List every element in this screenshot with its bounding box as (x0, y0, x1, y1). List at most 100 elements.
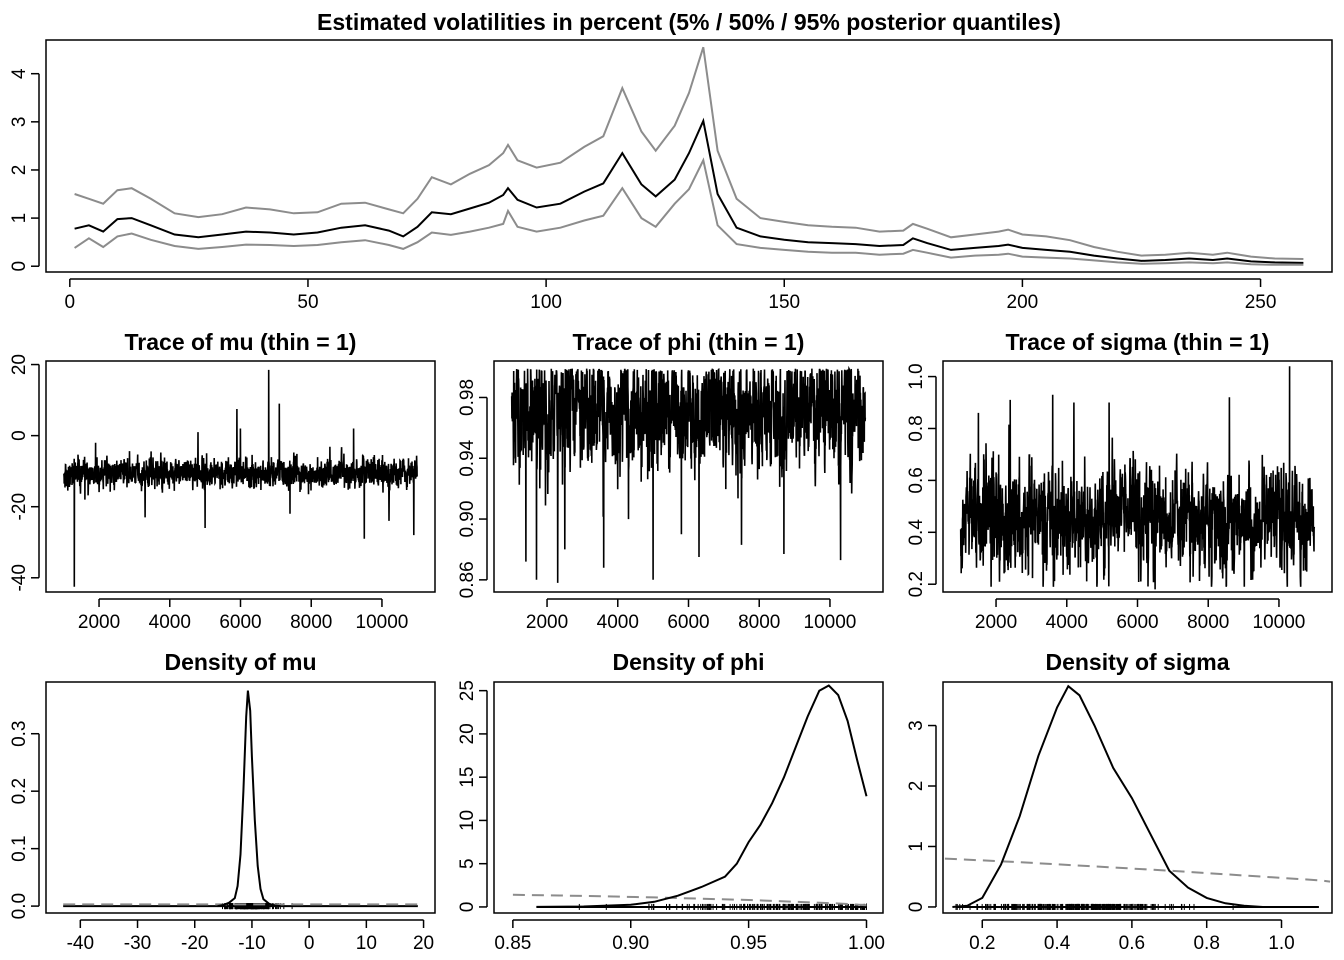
plot-area (512, 684, 868, 910)
chart-title: Trace of mu (thin = 1) (125, 329, 357, 355)
panel-density_mu: Density of mu-40 -30 -20 -10 0 10 200.00.10.20… (9, 649, 436, 954)
x-tick-label: -20 (181, 933, 208, 954)
y-tick-label: 0 (9, 430, 30, 441)
x-axis: 2000 4000 6000 8000 10000 (78, 598, 409, 633)
y-tick-label: 0.1 (9, 835, 30, 861)
x-axis: 0 50 100 150 200 250 (65, 278, 1276, 313)
x-tick-label: 0.4 (1044, 933, 1071, 954)
y-tick-label: 3 (9, 117, 30, 128)
upper-quantile-line (74, 46, 1304, 260)
chart-title: Estimated volatilities in percent (5% / … (317, 9, 1061, 35)
x-tick-label: 6000 (667, 612, 709, 633)
y-tick-label: 4 (9, 68, 30, 79)
y-tick-label: 2 (906, 781, 927, 792)
y-tick-label: 0 (457, 902, 478, 913)
x-tick-label: 6000 (1116, 612, 1158, 633)
y-tick-label: 1 (906, 841, 927, 852)
y-axis: 0 1 2 3 (906, 720, 937, 913)
y-tick-label: 0.0 (9, 893, 30, 919)
x-tick-label: 0.90 (612, 933, 649, 954)
x-tick-label: -40 (67, 933, 94, 954)
x-tick-label: 0.2 (969, 933, 995, 954)
panel-trace_sigma: Trace of sigma (thin = 1) 2000 4000 6000 800… (906, 329, 1333, 633)
plot-area (74, 46, 1304, 266)
y-tick-label: 20 (457, 723, 478, 744)
x-tick-label: 2000 (78, 612, 120, 633)
y-tick-label: 0.4 (906, 519, 927, 546)
x-tick-label: 8000 (290, 612, 332, 633)
panel-trace_mu: Trace of mu (thin = 1) 2000 4000 6000 8000 10… (9, 329, 436, 633)
y-tick-label: 20 (9, 354, 30, 375)
y-tick-label: 0.3 (9, 721, 30, 747)
y-tick-label: 0.6 (906, 467, 927, 493)
chart-title: Density of mu (164, 649, 316, 675)
plot-frame (45, 681, 436, 914)
y-tick-label: 5 (457, 858, 478, 869)
y-axis: 0 5 10 15 20 25 (457, 680, 488, 913)
x-tick-label: 20 (413, 933, 434, 954)
y-axis: -40 -20 0 20 (9, 354, 40, 592)
y-axis: 0.86 0.90 0.94 0.98 (457, 379, 488, 598)
x-axis: -40 -30 -20 -10 0 10 20 (67, 919, 434, 954)
y-tick-label: 15 (457, 767, 478, 788)
x-tick-label: 2000 (975, 612, 1017, 633)
posterior-density-line (217, 690, 281, 908)
y-tick-label: 2 (9, 165, 30, 176)
y-tick-label: 0 (906, 902, 927, 913)
x-tick-label: 10 (356, 933, 377, 954)
panel-volatility: Estimated volatilities in percent (5% / … (9, 9, 1333, 313)
y-axis: 0 1 2 3 4 (9, 68, 40, 272)
x-tick-label: 8000 (1187, 612, 1229, 633)
prior-density-line (512, 893, 867, 907)
panel-trace_phi: Trace of phi (thin = 1) 2000 4000 6000 8000 1… (457, 329, 884, 633)
plot-frame (45, 39, 1333, 273)
trace-line (63, 369, 419, 587)
plot-area (510, 365, 867, 583)
plot-frame (942, 360, 1333, 593)
x-tick-label: 0.8 (1193, 933, 1219, 954)
x-tick-label: 100 (530, 292, 562, 313)
x-axis: 2000 4000 6000 8000 10000 (526, 598, 856, 633)
y-axis: 0.2 0.4 0.6 0.8 1.0 (906, 363, 937, 597)
y-tick-label: -20 (9, 493, 30, 520)
panel-density_sigma: Density of sigma 0.2 0.4 0.6 0.8 1.0 0 1 2 3 (906, 649, 1333, 954)
x-tick-label: 10000 (356, 612, 409, 633)
plot-area (63, 369, 419, 587)
x-tick-label: 0 (65, 292, 76, 313)
x-tick-label: -10 (238, 933, 265, 954)
x-tick-label: 4000 (1046, 612, 1088, 633)
y-tick-label: 3 (906, 720, 927, 731)
x-tick-label: 150 (768, 292, 800, 313)
x-tick-label: 0.95 (730, 933, 767, 954)
y-tick-label: 0.90 (457, 501, 478, 538)
trace-line (510, 365, 867, 583)
plot-area (63, 690, 418, 910)
y-tick-label: 0.98 (457, 379, 478, 416)
y-tick-label: 0.94 (457, 439, 478, 476)
y-tick-label: 0.2 (906, 571, 927, 597)
x-tick-label: 0 (304, 933, 315, 954)
x-axis: 2000 4000 6000 8000 10000 (975, 598, 1306, 633)
panel-density_phi: Density of phi 0.85 0.90 0.95 1.00 0 5 10 15 20 25 (457, 649, 885, 954)
chart-title: Trace of phi (thin = 1) (573, 329, 805, 355)
plot-frame (493, 360, 884, 593)
x-tick-label: 6000 (219, 612, 261, 633)
x-tick-label: 8000 (738, 612, 780, 633)
y-tick-label: 10 (457, 810, 478, 831)
x-tick-label: 1.0 (1268, 933, 1294, 954)
plot-frame (493, 681, 884, 914)
chart-title: Trace of sigma (thin = 1) (1006, 329, 1270, 355)
y-tick-label: 25 (457, 680, 478, 701)
chart-title: Density of phi (612, 649, 764, 675)
x-tick-label: 1.00 (848, 933, 885, 954)
posterior-density-line (536, 684, 868, 908)
chart-title: Density of sigma (1045, 649, 1229, 675)
y-tick-label: 0.2 (9, 778, 30, 804)
x-tick-label: 50 (297, 292, 318, 313)
y-tick-label: 0.86 (457, 561, 478, 598)
x-tick-label: 10000 (1253, 612, 1306, 633)
x-tick-label: 0.6 (1119, 933, 1145, 954)
y-axis: 0.0 0.1 0.2 0.3 (9, 721, 40, 919)
x-tick-label: 4000 (149, 612, 191, 633)
